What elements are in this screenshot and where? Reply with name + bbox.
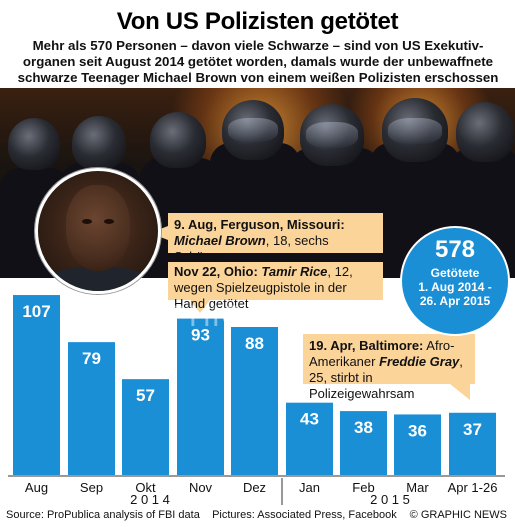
category-label-6: Feb [352, 480, 374, 495]
bar-value-5: 43 [300, 410, 319, 429]
bar-2 [122, 379, 169, 475]
bar-5 [286, 402, 333, 475]
callout-ohio-pointer [190, 300, 210, 313]
year-label-2014: 2 0 1 4 [130, 492, 170, 507]
bar-value-3: 93 [191, 326, 210, 345]
category-label-1: Sep [80, 480, 103, 495]
year-label-2015: 2 0 1 5 [370, 492, 410, 507]
pictures-text: Pictures: Associated Press, Facebook [212, 509, 397, 521]
callout-baltimore: 19. Apr, Baltimore: Afro-Amerikaner Fred… [303, 334, 475, 401]
source-note: Source: ProPublica analysis of FBI data … [6, 509, 397, 521]
callout-baltimore-name: Freddie Gray [379, 354, 460, 369]
callout-ferguson-name: Michael Brown [174, 233, 266, 248]
callout-ohio: Nov 22, Ohio: Tamir Rice, 12, wegen Spie… [168, 262, 383, 311]
bar-value-6: 38 [354, 418, 373, 437]
callout-ohio-date: Nov 22, Ohio: [174, 264, 258, 279]
category-label-5: Jan [299, 480, 320, 495]
callout-ferguson-date: 9. Aug, Ferguson, Missouri: [174, 217, 345, 232]
counter-range: 1. Aug 2014 - [418, 280, 492, 294]
category-label-2: Okt [135, 480, 156, 495]
callout-baltimore-pointer [450, 384, 470, 400]
page-subtitle: Mehr als 570 Personen – davon viele Schw… [17, 38, 499, 85]
bar-4 [231, 327, 278, 475]
callout-ferguson: 9. Aug, Ferguson, Missouri: Michael Brow… [168, 213, 383, 264]
bar-value-1: 79 [82, 349, 101, 368]
page-title: Von US Polizisten getötet [116, 8, 399, 35]
callout-baltimore-pre: Afro-Amerikaner [309, 338, 455, 369]
bar-value-8: 37 [463, 420, 482, 439]
portrait-photo [35, 168, 161, 294]
bar-6 [340, 411, 387, 475]
bar-value-7: 36 [408, 421, 427, 440]
bar-8 [449, 412, 496, 475]
counter-value: 578 [434, 236, 476, 263]
bar-0 [13, 295, 60, 475]
bar-7 [394, 414, 441, 475]
category-label-7: Mar [406, 480, 429, 495]
category-label-4: Dez [243, 480, 266, 495]
bar-value-4: 88 [245, 334, 264, 353]
callout-ferguson-rest: , 18, sechs Schüsse [174, 233, 329, 264]
bar-1 [68, 342, 115, 475]
callout-baltimore-rest: , 25, stirbt in Polizeigewahrsam [309, 354, 463, 401]
bar-value-0: 107 [22, 302, 50, 321]
category-label-0: Aug [25, 480, 48, 495]
death-counter: 578 Getötete 1. Aug 2014 - 26. Apr 2015 [400, 226, 510, 336]
callout-ohio-rest: , 12, wegen Spielzeugpistole in der Hand… [174, 264, 353, 311]
source-text: Source: ProPublica analysis of FBI data [6, 509, 200, 521]
counter-range2: 26. Apr 2015 [419, 294, 491, 308]
callout-ohio-name: Tamir Rice [261, 264, 328, 279]
category-label-8: Apr 1-26 [448, 480, 498, 495]
counter-label-text: Getötete [430, 266, 480, 280]
counter-label: Getötete 1. Aug 2014 - 26. Apr 2015 [402, 266, 508, 308]
bar-value-2: 57 [136, 386, 155, 405]
bar-3 [177, 318, 224, 475]
category-label-3: Nov [189, 480, 213, 495]
callout-baltimore-date: 19. Apr, Baltimore: [309, 338, 424, 353]
credit-text: © GRAPHIC NEWS [409, 509, 507, 521]
